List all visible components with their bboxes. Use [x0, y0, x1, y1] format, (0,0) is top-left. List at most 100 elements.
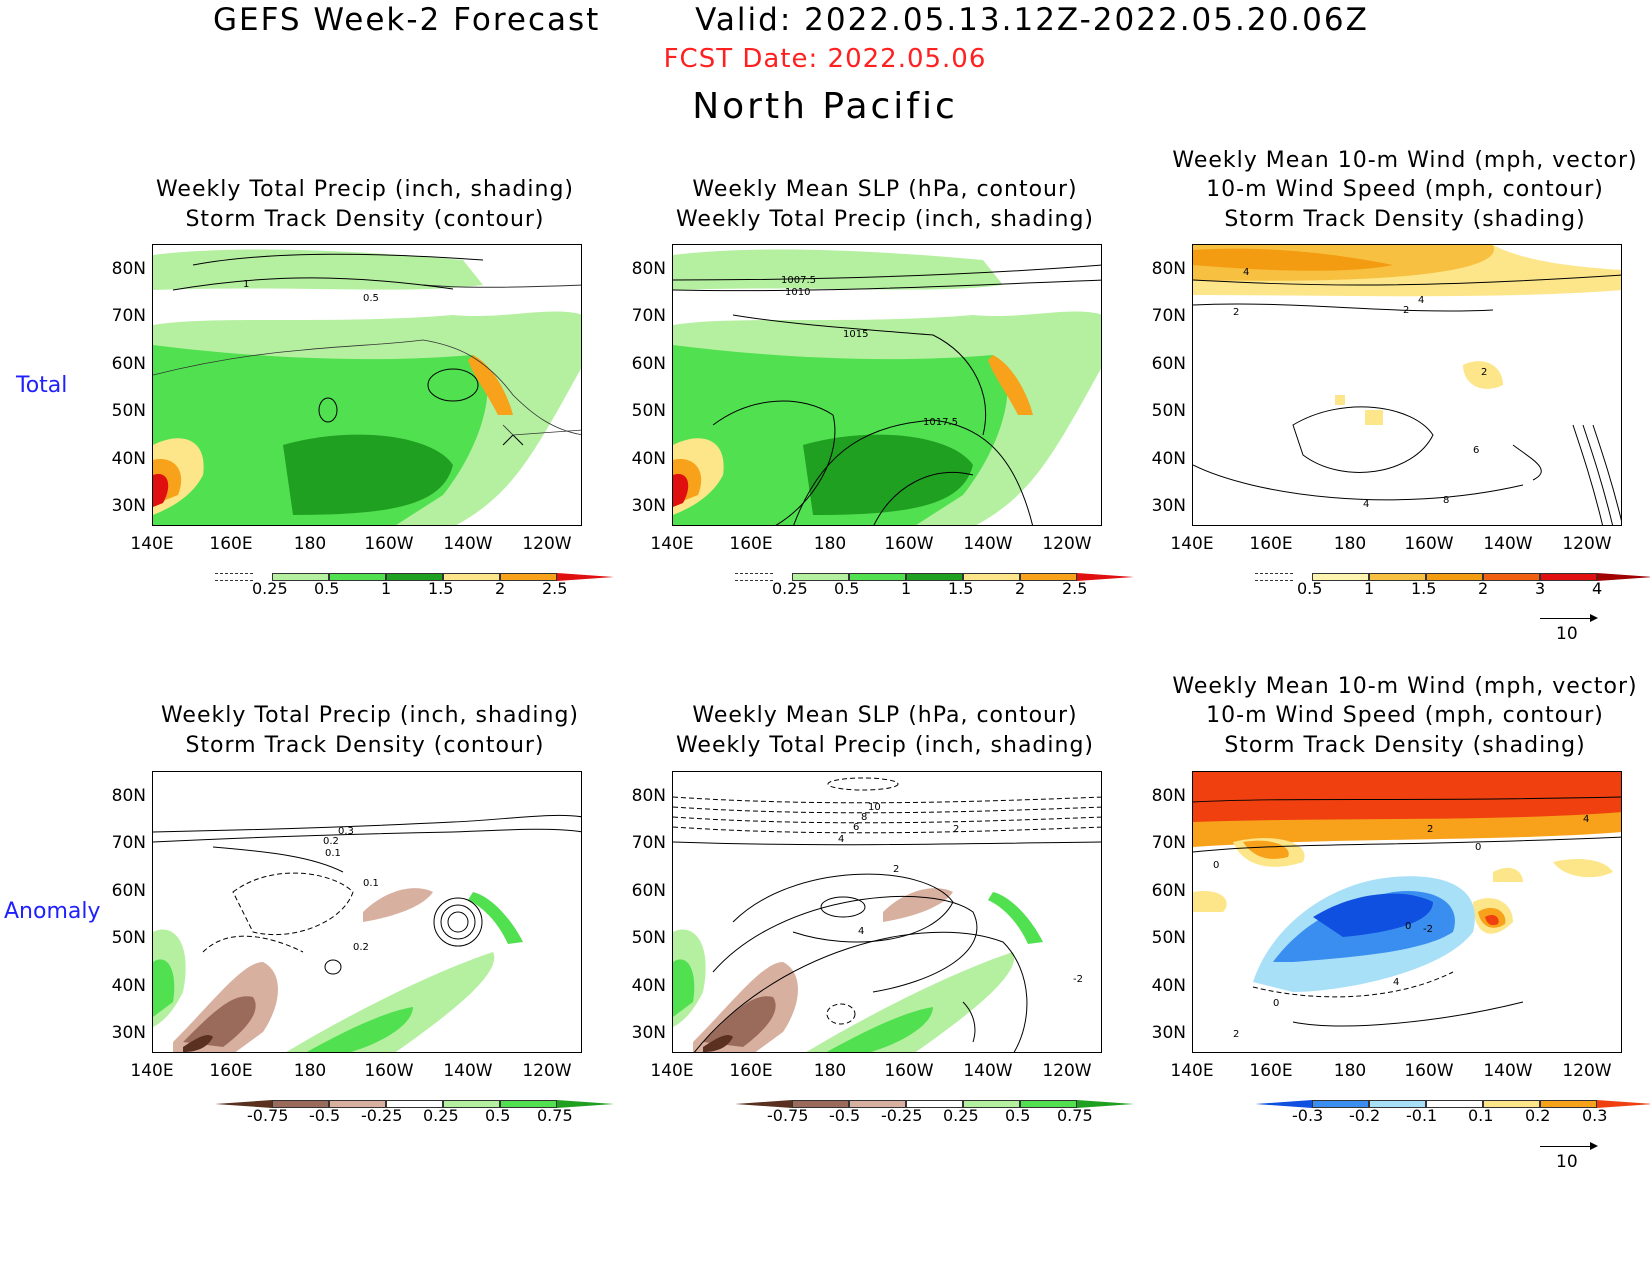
colorbar-segment [906, 573, 963, 581]
lat-tick-label: 70N [631, 306, 666, 326]
lat-tick-label: 80N [1151, 786, 1186, 806]
contour-label: 0.2 [323, 836, 339, 847]
colorbar [1255, 1100, 1650, 1108]
contour-label: 0.1 [325, 848, 341, 859]
colorbar-segment [1597, 573, 1650, 581]
colorbar-label: 0.25 [772, 579, 808, 598]
colorbar-label: 0.5 [1297, 579, 1323, 598]
lon-tick-label: 160E [729, 534, 773, 554]
colorbar-label: 1 [901, 579, 912, 598]
lon-tick-label: 120W [522, 1061, 572, 1081]
colorbar-label: 2 [1478, 579, 1489, 598]
precip-anomaly: 0.3 0.2 0.1 0.1 0.2 [153, 772, 581, 1052]
panel-title-line: Weekly Mean SLP (hPa, contour) [692, 177, 1078, 202]
colorbar-segment [272, 573, 329, 581]
lat-tick-label: 40N [631, 976, 666, 996]
colorbar-label: -0.5 [829, 1106, 861, 1125]
colorbar-segment [792, 1100, 849, 1108]
map-total-precip: 1 0.5 [152, 244, 582, 526]
colorbar-label: 2 [495, 579, 506, 598]
contour-label: 0.2 [353, 942, 369, 953]
colorbar-segment [1369, 573, 1426, 581]
colorbar-label: 3 [1535, 579, 1546, 598]
lat-tick-label: 30N [111, 1023, 146, 1043]
lon-tick-label: 160E [1249, 534, 1293, 554]
colorbar-label: 0.25 [943, 1106, 979, 1125]
contour-label: 4 [1363, 499, 1369, 510]
colorbar [735, 1100, 1134, 1108]
colorbar-segment [1426, 573, 1483, 581]
lon-tick-label: 180 [293, 1061, 327, 1081]
contour-label: 2 [1427, 824, 1433, 835]
contour-label: 0 [1273, 998, 1279, 1009]
colorbar-label: 2.5 [1062, 579, 1088, 598]
contour-label: 2 [893, 864, 899, 875]
lon-tick-label: 140E [130, 1061, 174, 1081]
colorbar-label: 0.75 [537, 1106, 573, 1125]
lat-tick-label: 30N [1151, 496, 1186, 516]
map-anomaly-wind: 4 2 0 0 0 -2 4 0 2 [1192, 771, 1622, 1053]
colorbar-segment [1312, 1100, 1369, 1108]
lon-tick-label: 180 [1333, 534, 1367, 554]
lon-tick-label: 140W [1483, 1061, 1533, 1081]
lon-tick-label: 160W [1404, 534, 1454, 554]
lon-tick-label: 140E [1170, 534, 1214, 554]
lon-tick-label: 140E [650, 534, 694, 554]
lat-tick-label: 50N [1151, 928, 1186, 948]
lat-tick-label: 40N [631, 449, 666, 469]
contour-label: 4 [1243, 267, 1249, 278]
lat-tick-label: 60N [631, 881, 666, 901]
colorbar-label: 0.5 [1005, 1106, 1031, 1125]
colorbar-segment [1020, 573, 1077, 581]
row-label-total: Total [16, 373, 68, 398]
lon-tick-label: 160E [729, 1061, 773, 1081]
contour-label: 6 [853, 822, 859, 833]
lat-tick-label: 40N [1151, 449, 1186, 469]
wind-track-density: 4 2 2 4 2 6 4 8 [1193, 245, 1621, 525]
precip-shading: 1 0.5 [153, 245, 581, 525]
colorbar-segment [329, 573, 386, 581]
contour-label: -2 [1423, 924, 1433, 935]
contour-label: 0 [1475, 842, 1481, 853]
lon-tick-label: 140E [1170, 1061, 1214, 1081]
colorbar-label: 1.5 [428, 579, 454, 598]
colorbar-label: -0.25 [361, 1106, 403, 1125]
colorbar-label: 0.3 [1582, 1106, 1608, 1125]
lat-tick-label: 30N [111, 496, 146, 516]
lon-tick-label: 140W [443, 534, 493, 554]
wind-track-anomaly: 4 2 0 0 0 -2 4 0 2 [1193, 772, 1621, 1052]
lat-tick-label: 50N [111, 928, 146, 948]
lat-tick-label: 50N [1151, 401, 1186, 421]
colorbar-segment [215, 1100, 272, 1108]
lat-tick-label: 50N [111, 401, 146, 421]
lon-tick-label: 140E [130, 534, 174, 554]
colorbar-label: 0.5 [314, 579, 340, 598]
colorbar-label: 1 [1364, 579, 1375, 598]
colorbar-label: -0.3 [1292, 1106, 1324, 1125]
colorbar-label: 1.5 [1411, 579, 1437, 598]
contour-label: 8 [1443, 495, 1449, 506]
colorbar-label: -0.2 [1349, 1106, 1381, 1125]
colorbar-segment [906, 1100, 963, 1108]
colorbar-segment [1540, 573, 1597, 581]
lat-tick-label: 60N [631, 354, 666, 374]
lat-tick-label: 70N [1151, 306, 1186, 326]
colorbar-segment [1540, 1100, 1597, 1108]
colorbar-segment [386, 573, 443, 581]
panel-title-line: Weekly Mean SLP (hPa, contour) [692, 703, 1078, 728]
lon-tick-label: 140W [443, 1061, 493, 1081]
colorbar [735, 573, 1134, 581]
colorbar-label: 0.75 [1057, 1106, 1093, 1125]
lat-tick-label: 70N [631, 833, 666, 853]
region-title: North Pacific [692, 86, 958, 127]
colorbar-label: 2 [1015, 579, 1026, 598]
colorbar-segment [1369, 1100, 1426, 1108]
lon-tick-label: 120W [1042, 1061, 1092, 1081]
colorbar-label: 0.1 [1468, 1106, 1494, 1125]
lon-tick-label: 120W [1562, 534, 1612, 554]
colorbar-segment [1426, 1100, 1483, 1108]
map-total-wind: 4 2 2 4 2 6 4 8 [1192, 244, 1622, 526]
panel-title-line: Weekly Mean 10-m Wind (mph, vector) [1172, 674, 1638, 699]
colorbar [215, 573, 614, 581]
panel-title-line: 10-m Wind Speed (mph, contour) [1206, 703, 1604, 728]
